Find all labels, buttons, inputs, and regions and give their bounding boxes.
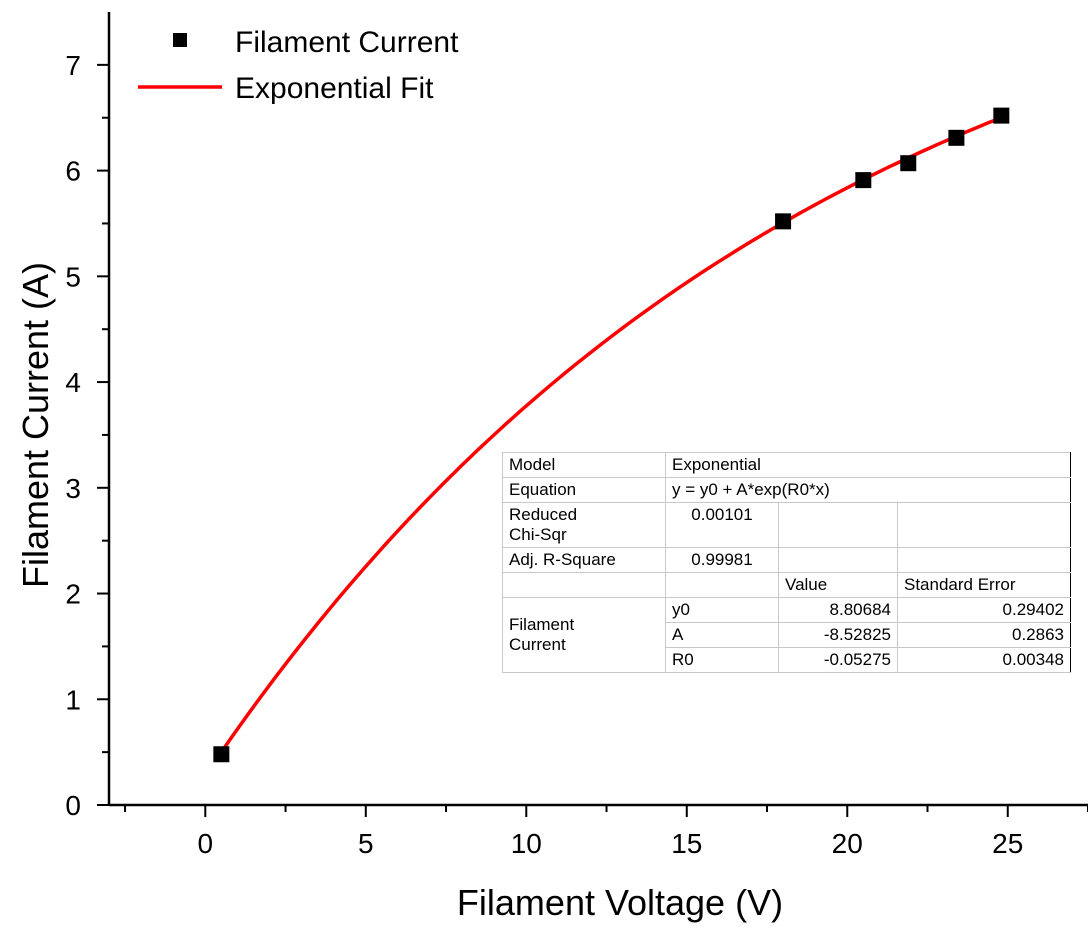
legend-label-points: Filament Current: [235, 26, 459, 59]
y-tick-label: 3: [65, 473, 81, 504]
x-axis-title: Filament Voltage (V): [457, 882, 783, 923]
axes: [107, 12, 1088, 807]
data-point: [213, 746, 230, 763]
table-row: Filament Current y0 8.80684 0.29402: [502, 597, 1071, 673]
stderr-header: Standard Error: [897, 572, 1071, 598]
chisqr-label-line-1: Reduced: [509, 505, 578, 524]
chisqr-label: Reduced Chi-Sqr: [502, 502, 666, 548]
x-tick-label: 0: [198, 828, 214, 859]
param-value: -8.52825: [778, 622, 898, 648]
x-tick-label: 25: [992, 828, 1023, 859]
r2-label: Adj. R-Square: [502, 547, 666, 573]
y-tick-label: 6: [65, 156, 81, 187]
chisqr-label-line-2: Chi-Sqr: [509, 525, 567, 544]
table-row: Adj. R-Square 0.99981: [502, 547, 1071, 573]
y-tick-label: 2: [65, 579, 81, 610]
table-row: Value Standard Error: [502, 572, 1071, 598]
model-value: Exponential: [665, 452, 1071, 478]
ticks: 0 5 10 15 20 25 0 1 2 3 4 5 6 7: [65, 50, 1088, 859]
group-label-line-2: Current: [509, 635, 566, 654]
data-point: [900, 155, 917, 172]
equation-value: y = y0 + A*exp(R0*x): [665, 477, 1071, 503]
table-row: Reduced Chi-Sqr 0.00101: [502, 502, 1071, 548]
value-header: Value: [778, 572, 898, 598]
table-row: Model Exponential: [502, 452, 1071, 478]
param-name: R0: [665, 647, 779, 673]
chisqr-value: 0.00101: [665, 502, 779, 548]
param-name: A: [665, 622, 779, 648]
param-value: 8.80684: [778, 597, 898, 623]
legend: Filament Current Exponential Fit: [138, 26, 459, 105]
y-tick-label: 0: [65, 790, 81, 821]
x-tick-label: 15: [671, 828, 702, 859]
param-name: y0: [665, 597, 779, 623]
legend-label-fit: Exponential Fit: [235, 72, 434, 105]
y-tick-label: 5: [65, 261, 81, 292]
param-stderr: 0.2863: [897, 622, 1071, 648]
data-point: [948, 129, 965, 146]
param-stderr: 0.29402: [897, 597, 1071, 623]
x-tick-label: 20: [832, 828, 863, 859]
data-point: [855, 172, 872, 189]
param-stderr: 0.00348: [897, 647, 1071, 673]
table-row: R0 -0.05275 0.00348: [503, 647, 1071, 673]
y-tick-label: 7: [65, 50, 81, 81]
legend-marker-square: [173, 33, 187, 47]
x-tick-label: 10: [511, 828, 542, 859]
fit-statistics-table: Model Exponential Equation y = y0 + A*ex…: [502, 452, 1071, 673]
data-point: [993, 107, 1010, 124]
y-axis-title: Filament Current (A): [15, 262, 56, 588]
y-tick-label: 4: [65, 367, 81, 398]
table-row: Equation y = y0 + A*exp(R0*x): [502, 477, 1071, 503]
data-point: [775, 213, 792, 230]
equation-label: Equation: [502, 477, 666, 503]
x-tick-label: 5: [358, 828, 374, 859]
points-layer: [213, 107, 1010, 763]
group-label: Filament Current: [502, 597, 666, 673]
y-tick-label: 1: [65, 684, 81, 715]
group-label-line-1: Filament: [509, 615, 575, 634]
r2-value: 0.99981: [665, 547, 779, 573]
model-label: Model: [502, 452, 666, 478]
param-value: -0.05275: [778, 647, 898, 673]
